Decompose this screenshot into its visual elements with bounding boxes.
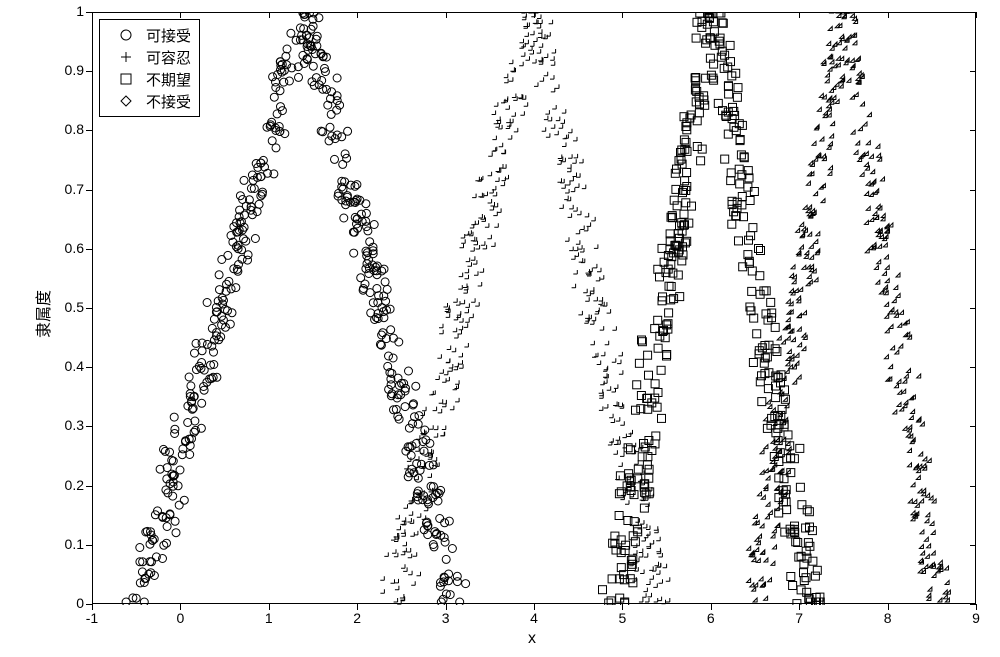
x-tick-label: 4 bbox=[524, 610, 544, 626]
chart-container: 可接受可容忍不期望不接受 x 隶属度 -1012345678900.10.20.… bbox=[0, 0, 1000, 657]
y-tick-label: 0.9 bbox=[65, 62, 84, 78]
y-tick bbox=[970, 130, 976, 131]
y-tick bbox=[970, 190, 976, 191]
x-tick-label: 5 bbox=[612, 610, 632, 626]
x-axis-label: x bbox=[528, 630, 536, 648]
x-tick bbox=[269, 12, 270, 18]
circle-icon bbox=[108, 26, 144, 44]
y-axis-label: 隶属度 bbox=[30, 290, 54, 338]
legend-row: 不接受 bbox=[108, 90, 191, 112]
x-tick-label: 0 bbox=[170, 610, 190, 626]
y-tick bbox=[970, 545, 976, 546]
y-tick bbox=[86, 71, 92, 72]
plus-icon bbox=[108, 48, 144, 66]
y-tick-label: 0.6 bbox=[65, 240, 84, 256]
x-tick-label: -1 bbox=[82, 610, 102, 626]
diamond-icon bbox=[108, 92, 144, 110]
x-tick-label: 9 bbox=[966, 610, 986, 626]
plot-svg bbox=[93, 13, 977, 605]
x-tick bbox=[92, 12, 93, 18]
y-tick bbox=[86, 545, 92, 546]
y-tick-label: 1 bbox=[76, 3, 84, 19]
y-tick-label: 0.7 bbox=[65, 181, 84, 197]
y-tick bbox=[86, 12, 92, 13]
y-tick bbox=[970, 604, 976, 605]
y-tick bbox=[970, 308, 976, 309]
legend-label: 可接受 bbox=[146, 25, 191, 46]
x-tick-label: 2 bbox=[347, 610, 367, 626]
x-tick-label: 1 bbox=[259, 610, 279, 626]
x-tick bbox=[357, 12, 358, 18]
legend-row: 不期望 bbox=[108, 68, 191, 90]
x-tick bbox=[534, 12, 535, 18]
x-tick bbox=[888, 12, 889, 18]
y-tick bbox=[86, 249, 92, 250]
legend-box: 可接受可容忍不期望不接受 bbox=[99, 19, 200, 117]
legend-label: 不期望 bbox=[146, 69, 191, 90]
y-tick bbox=[970, 367, 976, 368]
y-tick bbox=[86, 604, 92, 605]
x-tick bbox=[180, 12, 181, 18]
y-tick bbox=[86, 486, 92, 487]
y-tick bbox=[970, 249, 976, 250]
x-tick-label: 6 bbox=[701, 610, 721, 626]
y-tick-label: 0.8 bbox=[65, 121, 84, 137]
y-tick bbox=[86, 367, 92, 368]
y-tick-label: 0.5 bbox=[65, 299, 84, 315]
y-tick bbox=[86, 308, 92, 309]
y-tick bbox=[970, 426, 976, 427]
y-tick bbox=[970, 71, 976, 72]
legend-row: 可接受 bbox=[108, 24, 191, 46]
x-tick bbox=[976, 12, 977, 18]
y-tick-label: 0 bbox=[76, 595, 84, 611]
y-tick bbox=[86, 190, 92, 191]
plot-area: 可接受可容忍不期望不接受 bbox=[92, 12, 976, 604]
legend-label: 不接受 bbox=[146, 91, 191, 112]
square-icon bbox=[108, 70, 144, 88]
x-tick bbox=[446, 12, 447, 18]
legend-row: 可容忍 bbox=[108, 46, 191, 68]
y-tick-label: 0.3 bbox=[65, 417, 84, 433]
legend-label: 可容忍 bbox=[146, 47, 191, 68]
x-tick-label: 7 bbox=[789, 610, 809, 626]
x-tick bbox=[711, 12, 712, 18]
y-tick bbox=[86, 130, 92, 131]
x-tick bbox=[799, 12, 800, 18]
y-tick-label: 0.2 bbox=[65, 477, 84, 493]
x-tick bbox=[622, 12, 623, 18]
y-tick-label: 0.1 bbox=[65, 536, 84, 552]
x-tick-label: 8 bbox=[878, 610, 898, 626]
y-tick bbox=[970, 12, 976, 13]
y-tick-label: 0.4 bbox=[65, 358, 84, 374]
y-tick bbox=[970, 486, 976, 487]
x-tick-label: 3 bbox=[436, 610, 456, 626]
y-tick bbox=[86, 426, 92, 427]
